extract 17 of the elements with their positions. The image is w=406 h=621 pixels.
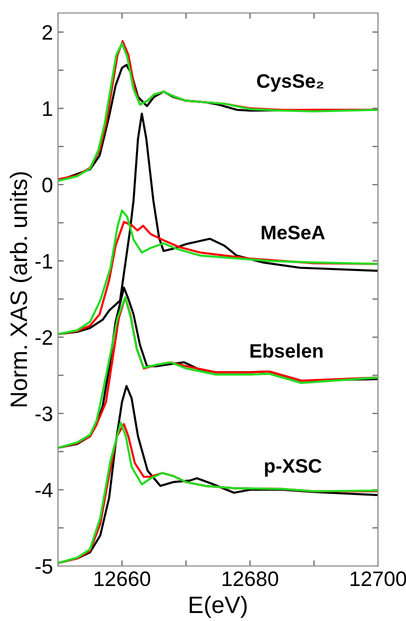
x-tick-label: 12680: [222, 571, 278, 586]
y-tick-label: -4: [36, 482, 53, 498]
y-tick-label: -5: [36, 559, 52, 574]
x-tick-label: 12700: [350, 571, 406, 586]
y-tick-label: -2: [36, 330, 52, 345]
annotation: Ebselen: [250, 343, 323, 358]
y-tick-label: 1: [43, 102, 52, 116]
y-tick-label: -1: [36, 254, 52, 268]
x-tick-label: 12660: [94, 571, 150, 586]
y-tick-label: -3: [36, 406, 52, 422]
y-tick-label: 0: [42, 178, 52, 192]
annotation: CysSe₂: [257, 74, 324, 92]
y-tick-label: 2: [42, 25, 52, 40]
y-axis-title: Norm. XAS (arb. units): [10, 172, 32, 406]
x-axis-title: E(eV): [190, 596, 247, 618]
annotation: p-XSC: [264, 459, 322, 477]
annotation: MeSeA: [262, 226, 325, 240]
